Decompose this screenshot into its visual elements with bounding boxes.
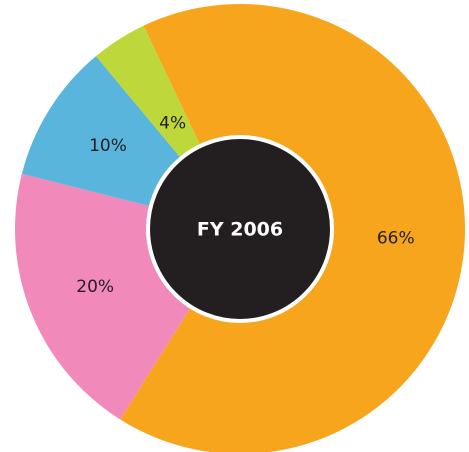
slice-label: 4% xyxy=(159,114,186,134)
slice-label: 66% xyxy=(377,228,415,248)
slice-label: 20% xyxy=(76,277,114,297)
slice-label: 10% xyxy=(89,136,127,156)
center-label: FY 2006 xyxy=(197,219,283,241)
center-circle xyxy=(146,135,334,323)
